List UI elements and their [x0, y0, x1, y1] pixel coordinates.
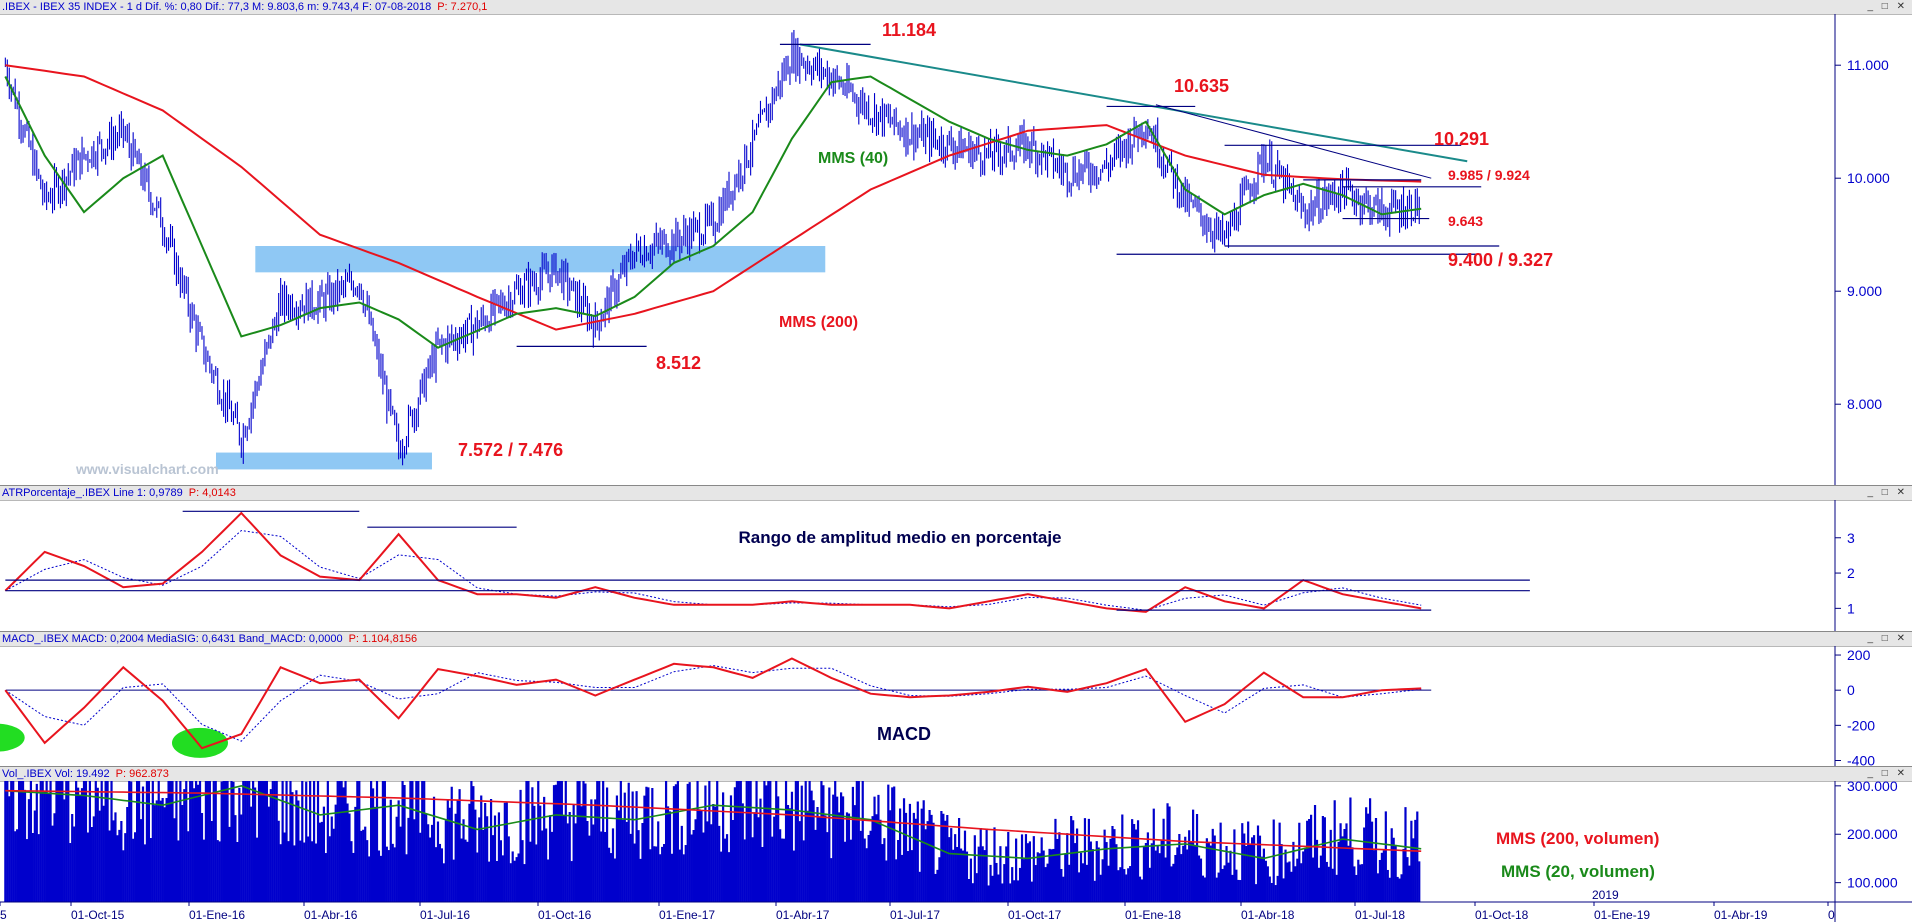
annotation-label: 10.635 — [1174, 76, 1229, 96]
macd-signal-line — [5, 665, 1422, 742]
atr-pane-header: ATRPorcentaje_.IBEX Line 1: 0,9789 P: 4,0… — [0, 486, 1912, 501]
macd-header-text: MACD_.IBEX MACD: 0,2004 MediaSIG: 0,6431… — [2, 633, 343, 645]
atr-title: Rango de amplitud medio en porcentaje — [738, 528, 1061, 547]
x-tick-label: 01-Ene-16 — [189, 908, 245, 922]
volume-pane: Vol_.IBEX Vol: 19.492 P: 962.873 _ □ ✕ MM… — [0, 767, 1912, 922]
price-pane: .IBEX - IBEX 35 INDEX - 1 d Dif. %: 0,80… — [0, 0, 1912, 485]
x-tick-label: 01-Abr-19 — [1714, 908, 1768, 922]
year-marker: 2019 — [1592, 888, 1619, 902]
volume-bars — [4, 781, 1421, 902]
price-header-text: .IBEX - IBEX 35 INDEX - 1 d Dif. %: 0,80… — [2, 1, 432, 13]
volume-chart: MMS (200, volumen) MMS (20, volumen) 100.0… — [0, 778, 1912, 922]
price-header-extra: P: 7.270,1 — [437, 1, 488, 13]
y-tick-label: 0 — [1847, 682, 1855, 698]
support-zone-box — [215, 452, 432, 470]
x-tick-label: 01-Jul-17 — [890, 908, 940, 922]
atr-pane: ATRPorcentaje_.IBEX Line 1: 0,9789 P: 4,0… — [0, 486, 1912, 631]
y-tick-label: 200.000 — [1847, 826, 1898, 842]
annotation-label: MMS (40) — [818, 150, 888, 167]
y-tick-label: 9.000 — [1847, 283, 1882, 299]
macd-chart: MACD -400 -200 0 200 — [0, 646, 1875, 766]
y-tick-label: -200 — [1847, 717, 1875, 733]
x-tick-label: 01-Abr-16 — [304, 908, 358, 922]
x-tick-label: 01-Oct-16 — [538, 908, 592, 922]
annotation-label: MMS (200) — [779, 314, 858, 331]
volume-sma200-line — [5, 789, 1422, 852]
annotation-label: 8.512 — [656, 353, 701, 373]
annotation-label: 9.985 / 9.924 — [1448, 167, 1530, 183]
volume-legend-sma200: MMS (200, volumen) — [1496, 829, 1659, 848]
annotation-label: 7.572 / 7.476 — [458, 440, 563, 460]
atr-line — [4, 511, 1422, 613]
annotation-label: 10.291 — [1434, 129, 1489, 149]
volume-header-extra: P: 962.873 — [115, 768, 169, 780]
macd-highlight-oval — [171, 727, 228, 758]
trendline-minor — [1155, 104, 1432, 179]
pane-divider[interactable] — [0, 766, 1912, 767]
annotation-label: 9.400 / 9.327 — [1448, 250, 1553, 270]
x-tick-label: 01-Jul-16 — [420, 908, 470, 922]
macd-window-buttons[interactable]: _ □ ✕ — [1867, 633, 1908, 644]
y-tick-label: 8.000 — [1847, 396, 1882, 412]
y-tick-label: 10.000 — [1847, 170, 1890, 186]
y-tick-label: 300.000 — [1847, 778, 1898, 794]
volume-pane-header: Vol_.IBEX Vol: 19.492 P: 962.873 _ □ ✕ — [0, 767, 1912, 782]
y-tick-label: 200 — [1847, 647, 1871, 663]
atr-header-extra: P: 4,0143 — [188, 487, 236, 499]
volume-sma20-line — [5, 784, 1422, 860]
atr-window-buttons[interactable]: _ □ ✕ — [1867, 487, 1908, 498]
x-tick-label: 01-Oct-18 — [1475, 908, 1529, 922]
price-chart: 11.184 10.635 10.291 9.985 / 9.924 9.643 9.40… — [4, 14, 1890, 485]
sma40-line — [4, 75, 1422, 349]
y-tick-label: 11.000 — [1847, 57, 1889, 73]
x-tick-label: 01-Jul-18 — [1355, 908, 1405, 922]
macd-pane: MACD_.IBEX MACD: 0,2004 MediaSIG: 0,6431… — [0, 632, 1912, 766]
pane-divider[interactable] — [0, 485, 1912, 486]
volume-legend-sma20: MMS (20, volumen) — [1501, 862, 1655, 881]
x-tick-label: 01-Ene-18 — [1125, 908, 1181, 922]
price-bars — [4, 29, 1420, 466]
x-tick-label: 01-Abr-17 — [776, 908, 830, 922]
x-tick-label: 01-Oct-17 — [1008, 908, 1062, 922]
atr-chart: Rango de amplitud medio en porcentaje 1 2 3 — [4, 500, 1855, 631]
watermark: www.visualchart.com — [76, 461, 219, 477]
support-zones — [215, 246, 826, 470]
y-tick-label: -400 — [1847, 752, 1875, 766]
pane-divider[interactable] — [0, 631, 1912, 632]
macd-title: MACD — [877, 724, 931, 744]
price-pane-header: .IBEX - IBEX 35 INDEX - 1 d Dif. %: 0,80… — [0, 0, 1912, 15]
sma200-line — [5, 64, 1422, 331]
atr-header-text: ATRPorcentaje_.IBEX Line 1: 0,9789 — [2, 487, 183, 499]
volume-header-text: Vol_.IBEX Vol: 19.492 — [2, 768, 110, 780]
atr-signal-line — [5, 529, 1422, 611]
annotation-label: 11.184 — [882, 20, 936, 40]
macd-line — [4, 657, 1422, 750]
macd-highlight-oval — [0, 723, 25, 752]
trendline-major — [799, 43, 1468, 163]
price-window-buttons[interactable]: _ □ ✕ — [1867, 1, 1908, 12]
macd-header-extra: P: 1.104,8156 — [348, 633, 418, 645]
y-tick-label: 100.000 — [1847, 875, 1898, 891]
y-tick-label: 1 — [1847, 600, 1855, 616]
x-tick-label: 01-Ene-17 — [659, 908, 715, 922]
x-tick-label: 0 — [1828, 908, 1835, 922]
x-tick-label: 01-Abr-18 — [1241, 908, 1295, 922]
x-tick-label: 01-Oct-15 — [71, 908, 125, 922]
annotation-label: 9.643 — [1448, 213, 1483, 229]
y-tick-label: 2 — [1847, 565, 1855, 581]
volume-window-buttons[interactable]: _ □ ✕ — [1867, 768, 1908, 779]
x-tick-label: 01-Ene-19 — [1594, 908, 1650, 922]
x-tick-label: 5 — [0, 908, 7, 922]
y-tick-label: 3 — [1847, 530, 1855, 546]
macd-pane-header: MACD_.IBEX MACD: 0,2004 MediaSIG: 0,6431… — [0, 632, 1912, 647]
